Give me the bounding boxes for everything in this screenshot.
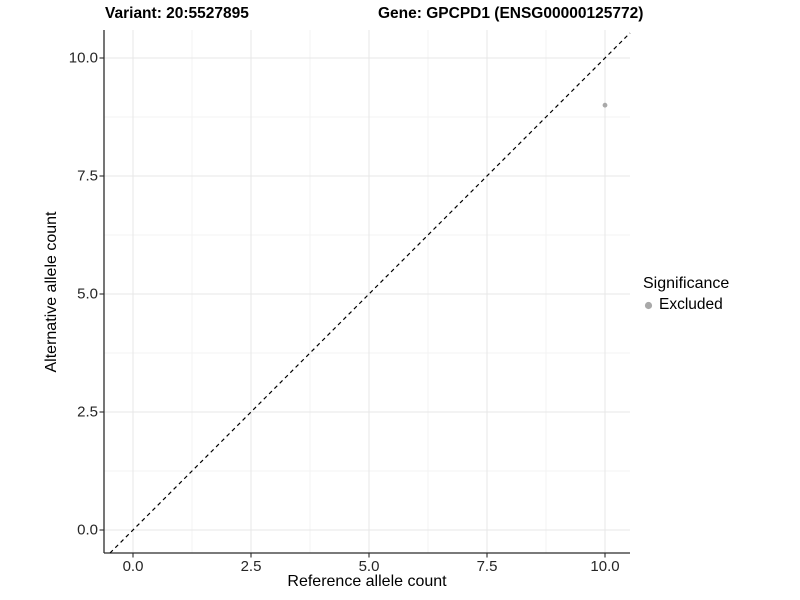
y-axis-title: Alternative allele count (43, 211, 60, 373)
legend-key-dot-icon (644, 301, 653, 310)
plot-title-gene: Gene: GPCPD1 (ENSG00000125772) (378, 5, 644, 22)
data-point (602, 102, 608, 108)
legend-title: Significance (643, 275, 730, 292)
x-axis-title: Reference allele count (287, 573, 447, 590)
legend-item-label: Excluded (659, 296, 723, 313)
plot-title-variant: Variant: 20:5527895 (105, 5, 249, 22)
legend: Significance Excluded (643, 274, 729, 314)
legend-item-excluded: Excluded (643, 296, 729, 314)
identity-dashed-line (109, 32, 631, 554)
legend-dot (644, 301, 653, 310)
